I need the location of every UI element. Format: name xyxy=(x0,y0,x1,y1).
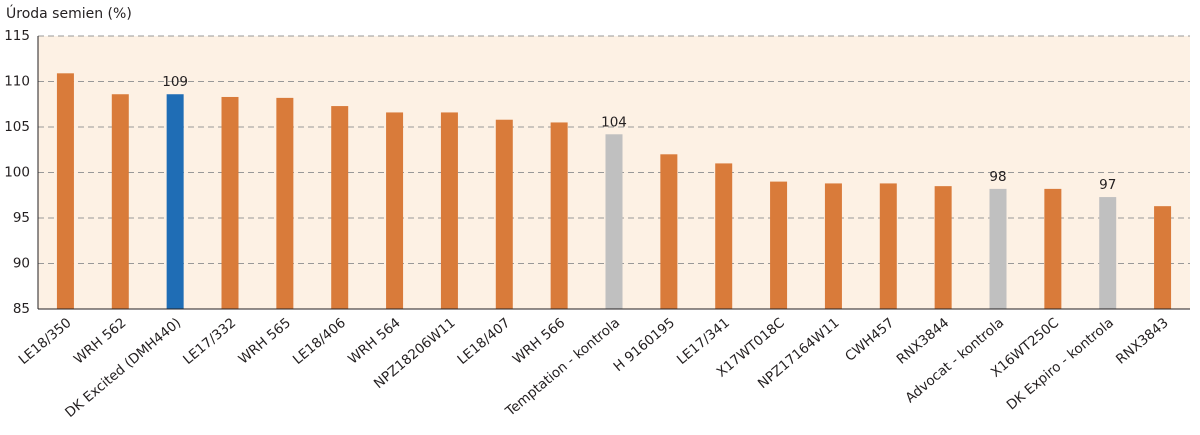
bar xyxy=(660,154,678,309)
y-tick-label: 100 xyxy=(4,165,30,181)
bar xyxy=(1044,188,1062,309)
chart-title: Úroda semien (%) xyxy=(6,4,132,22)
x-tick-label: LE17/332 xyxy=(180,315,239,368)
y-tick-label: 115 xyxy=(4,28,30,44)
bar xyxy=(715,163,733,309)
bar xyxy=(331,106,349,309)
x-tick-label: DK Expiro - kontrola xyxy=(1004,315,1117,414)
value-label: 109 xyxy=(162,74,188,90)
bar xyxy=(276,97,294,309)
x-tick-label: LE18/350 xyxy=(16,315,75,368)
bar xyxy=(550,122,568,309)
bar xyxy=(221,96,239,309)
bar xyxy=(934,186,952,309)
y-tick-label: 95 xyxy=(13,210,30,226)
value-label: 104 xyxy=(601,114,627,130)
bar xyxy=(386,112,404,309)
y-tick-label: 90 xyxy=(13,256,30,272)
x-tick-label: LE18/406 xyxy=(290,315,349,368)
bar xyxy=(440,112,458,309)
x-tick-label: H 9160195 xyxy=(611,315,678,375)
bar xyxy=(605,134,623,309)
bar xyxy=(1154,206,1172,309)
bar xyxy=(770,181,788,309)
bar xyxy=(111,94,129,310)
bar xyxy=(495,119,513,309)
bar xyxy=(1099,197,1117,309)
value-label: 98 xyxy=(989,169,1006,185)
x-tick-label: RNX3843 xyxy=(1113,315,1172,368)
x-tick-label: LE18/407 xyxy=(454,315,513,368)
bar xyxy=(879,183,897,309)
bar xyxy=(56,73,74,309)
y-tick-label: 105 xyxy=(4,119,30,135)
value-label: 97 xyxy=(1099,177,1116,193)
x-tick-label: CWH457 xyxy=(842,315,897,365)
y-tick-label: 110 xyxy=(4,74,30,90)
y-tick-label: 85 xyxy=(13,301,30,317)
x-tick-label: Advocat - kontrola xyxy=(902,315,1007,406)
bar xyxy=(989,188,1007,309)
x-tick-label: WRH 565 xyxy=(235,315,294,368)
bar xyxy=(166,94,184,310)
bar xyxy=(824,183,842,309)
